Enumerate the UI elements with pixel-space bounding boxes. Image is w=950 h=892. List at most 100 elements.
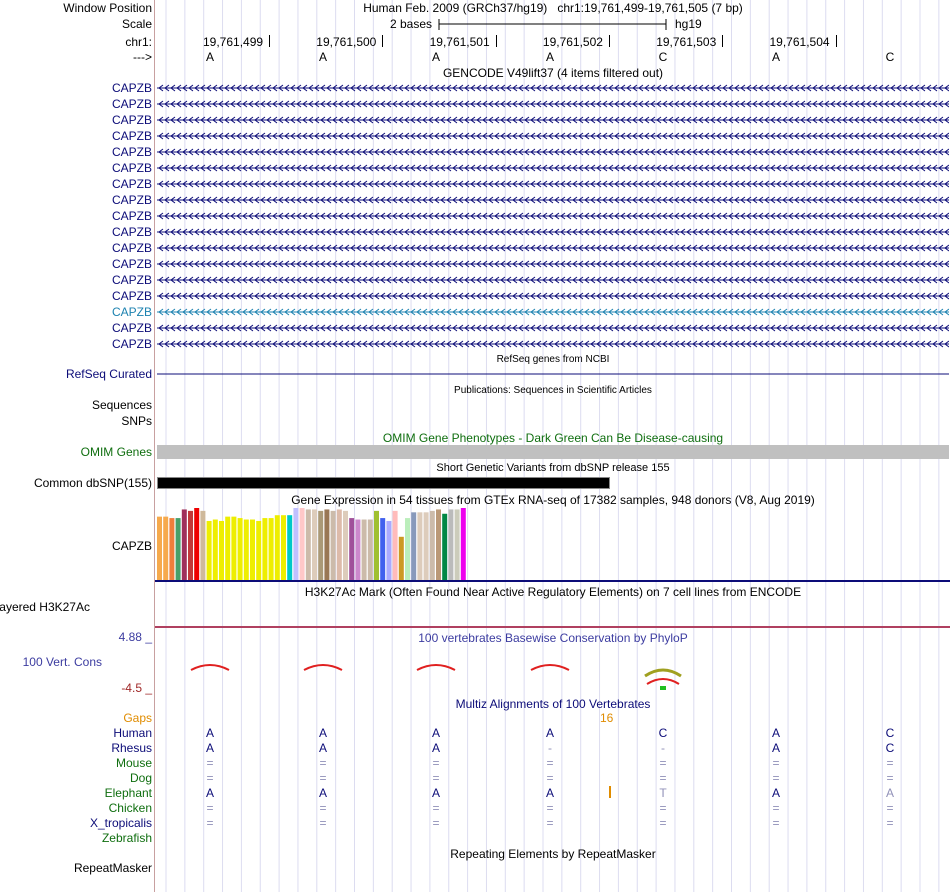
conservation-label[interactable]: 100 Vert. Cons: [22, 655, 102, 669]
gencode-gene-label[interactable]: CAPZB: [111, 81, 152, 95]
gencode-gene-label[interactable]: CAPZB: [111, 273, 152, 287]
gtex-tissue-bar[interactable]: [225, 516, 231, 580]
gtex-bar-chart[interactable]: [157, 506, 557, 580]
gencode-gene-feature[interactable]: [157, 337, 949, 351]
gencode-gene-feature[interactable]: [157, 97, 949, 111]
gencode-gene-label[interactable]: CAPZB: [111, 225, 152, 239]
gencode-gene-feature[interactable]: [157, 145, 949, 159]
multiz-species-label[interactable]: Mouse: [115, 756, 152, 770]
dbsnp-feature[interactable]: [157, 477, 610, 489]
gtex-tissue-bar[interactable]: [163, 516, 169, 580]
gencode-gene-feature[interactable]: [157, 321, 949, 335]
publications-sequences-label[interactable]: Sequences: [91, 398, 152, 412]
gtex-tissue-bar[interactable]: [429, 510, 435, 580]
gtex-tissue-bar[interactable]: [324, 509, 330, 580]
gtex-tissue-bar[interactable]: [336, 509, 342, 580]
gencode-gene-feature[interactable]: [157, 257, 949, 271]
gtex-tissue-bar[interactable]: [386, 520, 392, 580]
gencode-gene-label[interactable]: CAPZB: [111, 305, 152, 319]
gtex-tissue-bar[interactable]: [417, 512, 423, 580]
publications-snps-label[interactable]: SNPs: [121, 414, 152, 428]
gtex-tissue-bar[interactable]: [262, 518, 268, 580]
gtex-tissue-bar[interactable]: [448, 509, 454, 580]
refseq-label[interactable]: RefSeq Curated: [65, 367, 152, 381]
multiz-species-label[interactable]: Chicken: [108, 801, 152, 815]
gencode-gene-label[interactable]: CAPZB: [111, 209, 152, 223]
omim-label[interactable]: OMIM Genes: [80, 445, 152, 459]
multiz-species-label[interactable]: Elephant: [104, 786, 152, 800]
multiz-species-label[interactable]: Zebrafish: [101, 831, 152, 845]
repeatmasker-label[interactable]: RepeatMasker: [73, 861, 152, 875]
gtex-tissue-bar[interactable]: [293, 508, 299, 580]
gencode-gene-label[interactable]: CAPZB: [111, 113, 152, 127]
gtex-tissue-bar[interactable]: [349, 518, 355, 580]
gtex-tissue-bar[interactable]: [355, 519, 361, 580]
gencode-gene-label[interactable]: CAPZB: [111, 289, 152, 303]
gtex-tissue-bar[interactable]: [157, 516, 162, 580]
gtex-tissue-bar[interactable]: [398, 536, 404, 580]
gencode-gene-label[interactable]: CAPZB: [111, 337, 152, 351]
gencode-gene-label[interactable]: CAPZB: [111, 129, 152, 143]
multiz-species-label[interactable]: Rhesus: [111, 741, 152, 755]
gtex-tissue-bar[interactable]: [411, 512, 417, 580]
gtex-tissue-bar[interactable]: [256, 520, 262, 580]
gtex-tissue-bar[interactable]: [175, 518, 181, 580]
gtex-tissue-bar[interactable]: [367, 519, 373, 580]
gencode-gene-feature[interactable]: [157, 225, 949, 239]
gtex-tissue-bar[interactable]: [250, 519, 255, 580]
gencode-gene-feature[interactable]: [157, 177, 949, 191]
publications-title[interactable]: Publications: Sequences in Scientific Ar…: [454, 385, 652, 396]
gtex-tissue-bar[interactable]: [405, 518, 410, 580]
gtex-tissue-bar[interactable]: [423, 512, 429, 580]
gtex-label[interactable]: CAPZB: [111, 539, 152, 553]
gtex-tissue-bar[interactable]: [312, 509, 317, 580]
gtex-tissue-bar[interactable]: [361, 519, 367, 580]
gencode-gene-feature[interactable]: [157, 113, 949, 127]
gencode-gene-feature[interactable]: [157, 289, 949, 303]
gencode-gene-label[interactable]: CAPZB: [111, 97, 152, 111]
repeatmasker-title[interactable]: Repeating Elements by RepeatMasker: [450, 847, 656, 861]
gencode-gene-feature[interactable]: [157, 193, 949, 207]
gencode-gene-feature[interactable]: [157, 161, 949, 175]
refseq-feature[interactable]: [157, 367, 950, 381]
gencode-gene-feature[interactable]: [157, 81, 949, 95]
gencode-gene-feature[interactable]: [157, 305, 949, 319]
gtex-tissue-bar[interactable]: [287, 515, 293, 580]
multiz-title[interactable]: Multiz Alignments of 100 Vertebrates: [455, 697, 651, 711]
h3k27ac-label[interactable]: Layered H3K27Ac: [0, 600, 90, 614]
gtex-tissue-bar[interactable]: [281, 515, 286, 580]
conservation-title[interactable]: 100 vertebrates Basewise Conservation by…: [418, 631, 688, 645]
gtex-tissue-bar[interactable]: [330, 510, 336, 580]
gencode-gene-label[interactable]: CAPZB: [111, 177, 152, 191]
gtex-tissue-bar[interactable]: [188, 510, 193, 580]
gtex-tissue-bar[interactable]: [274, 515, 280, 580]
multiz-species-label[interactable]: Dog: [129, 771, 152, 785]
gtex-tissue-bar[interactable]: [454, 509, 460, 580]
gtex-tissue-bar[interactable]: [392, 510, 398, 580]
omim-feature[interactable]: [157, 445, 949, 459]
dbsnp-title[interactable]: Short Genetic Variants from dbSNP releas…: [436, 462, 670, 474]
gtex-tissue-bar[interactable]: [219, 520, 224, 580]
refseq-title[interactable]: RefSeq genes from NCBI: [496, 354, 610, 365]
gtex-tissue-bar[interactable]: [436, 509, 441, 580]
gtex-tissue-bar[interactable]: [299, 508, 305, 580]
gtex-tissue-bar[interactable]: [318, 510, 324, 580]
gtex-tissue-bar[interactable]: [212, 519, 218, 580]
gtex-tissue-bar[interactable]: [305, 509, 311, 580]
dbsnp-label[interactable]: Common dbSNP(155): [33, 476, 152, 490]
gencode-gene-label[interactable]: CAPZB: [111, 145, 152, 159]
gtex-tissue-bar[interactable]: [243, 519, 249, 580]
gtex-title[interactable]: Gene Expression in 54 tissues from GTEx …: [291, 493, 815, 507]
gtex-tissue-bar[interactable]: [343, 510, 348, 580]
gtex-tissue-bar[interactable]: [206, 520, 212, 580]
gencode-gene-label[interactable]: CAPZB: [111, 257, 152, 271]
h3k27ac-title[interactable]: H3K27Ac Mark (Often Found Near Active Re…: [304, 585, 802, 599]
gtex-tissue-bar[interactable]: [231, 516, 237, 580]
gtex-tissue-bar[interactable]: [380, 518, 386, 580]
gencode-gene-label[interactable]: CAPZB: [111, 241, 152, 255]
gencode-gene-feature[interactable]: [157, 209, 949, 223]
gencode-gene-label[interactable]: CAPZB: [111, 193, 152, 207]
gencode-title[interactable]: GENCODE V49lift37 (4 items filtered out): [442, 66, 664, 80]
gtex-tissue-bar[interactable]: [237, 518, 243, 580]
gencode-gene-feature[interactable]: [157, 129, 949, 143]
